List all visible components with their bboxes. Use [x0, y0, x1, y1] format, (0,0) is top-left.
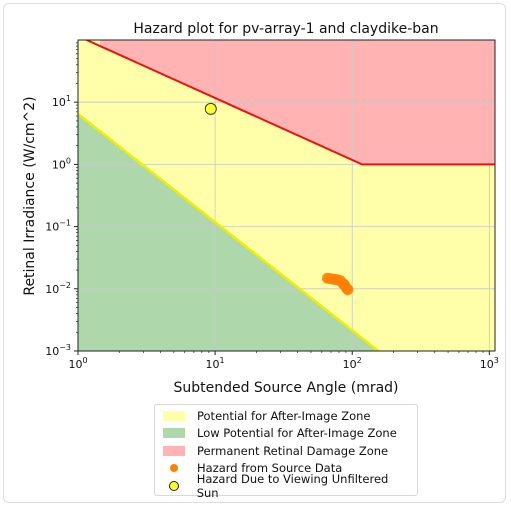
legend-label: Potential for After-Image Zone [197, 408, 371, 423]
legend-swatch-green [163, 428, 185, 439]
chart-legend: Potential for After-Image Zone Low Poten… [154, 404, 418, 500]
legend-label: Hazard Due to Viewing Unfiltered Sun [196, 471, 389, 500]
y-tick-label: 100 [52, 156, 71, 171]
legend-item-retinal-damage-zone: Permanent Retinal Damage Zone [163, 442, 411, 460]
y-tick-label: 101 [52, 94, 71, 109]
legend-label: Low Potential for After-Image Zone [197, 426, 397, 441]
plot-area-border [77, 39, 496, 352]
after-image-threshold-line [78, 112, 380, 351]
x-tick-label: 103 [480, 356, 499, 371]
legend-swatch-yellow [163, 410, 185, 421]
legend-item-low-potential-zone: Low Potential for After-Image Zone [163, 425, 411, 443]
y-axis-label: Retinal Irradiance (W/cm^2) [22, 96, 38, 295]
legend-marker-orange [170, 464, 178, 473]
x-tick-label: 101 [206, 356, 225, 371]
sun-hazard-point [204, 102, 217, 115]
y-tick-label: 10−2 [45, 281, 71, 296]
legend-label: Hazard from Source Data [197, 461, 343, 476]
legend-item-sun-hazard: Hazard Due to Viewing Unfiltered Sun [163, 472, 411, 500]
x-axis-label: Subtended Source Angle (mrad) [173, 380, 398, 396]
y-tick-label: 10−3 [45, 343, 71, 358]
x-tick-label: 100 [68, 356, 87, 371]
legend-marker-yellow [168, 480, 179, 491]
legend-swatch-red [163, 445, 185, 456]
legend-label: Permanent Retinal Damage Zone [197, 443, 389, 458]
legend-item-after-image-zone: Potential for After-Image Zone [163, 407, 411, 425]
x-tick-label: 102 [343, 356, 362, 371]
source-hazard-point [342, 284, 354, 296]
y-tick-label: 10−1 [45, 219, 71, 234]
legend-item-source-hazard: Hazard from Source Data [163, 460, 411, 478]
damage-threshold-line [84, 40, 495, 166]
chart-title: Hazard plot for pv-array-1 and claydike-… [133, 21, 438, 37]
